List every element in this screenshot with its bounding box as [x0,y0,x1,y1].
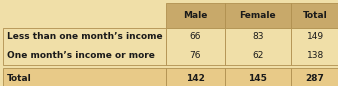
Text: One month’s income or more: One month’s income or more [7,51,154,60]
Text: Total: Total [7,74,31,83]
Bar [166,3,225,28]
Text: 83: 83 [252,33,264,41]
Text: 138: 138 [307,51,324,60]
Text: 145: 145 [248,74,267,83]
Text: Total: Total [303,11,328,20]
Bar [166,68,225,86]
Text: 62: 62 [252,51,263,60]
Bar [166,28,225,65]
Text: 287: 287 [306,74,324,83]
Text: Less than one month’s income: Less than one month’s income [7,33,162,41]
Text: 76: 76 [189,51,201,60]
Bar [225,28,291,65]
Text: 149: 149 [307,33,324,41]
Text: 142: 142 [186,74,204,83]
Text: 66: 66 [189,33,201,41]
Text: Female: Female [239,11,276,20]
Bar [291,68,338,86]
Bar [3,28,166,65]
Bar [225,3,291,28]
Bar [225,68,291,86]
Text: Male: Male [183,11,208,20]
Bar [291,3,338,28]
Bar [291,28,338,65]
Bar [3,68,166,86]
